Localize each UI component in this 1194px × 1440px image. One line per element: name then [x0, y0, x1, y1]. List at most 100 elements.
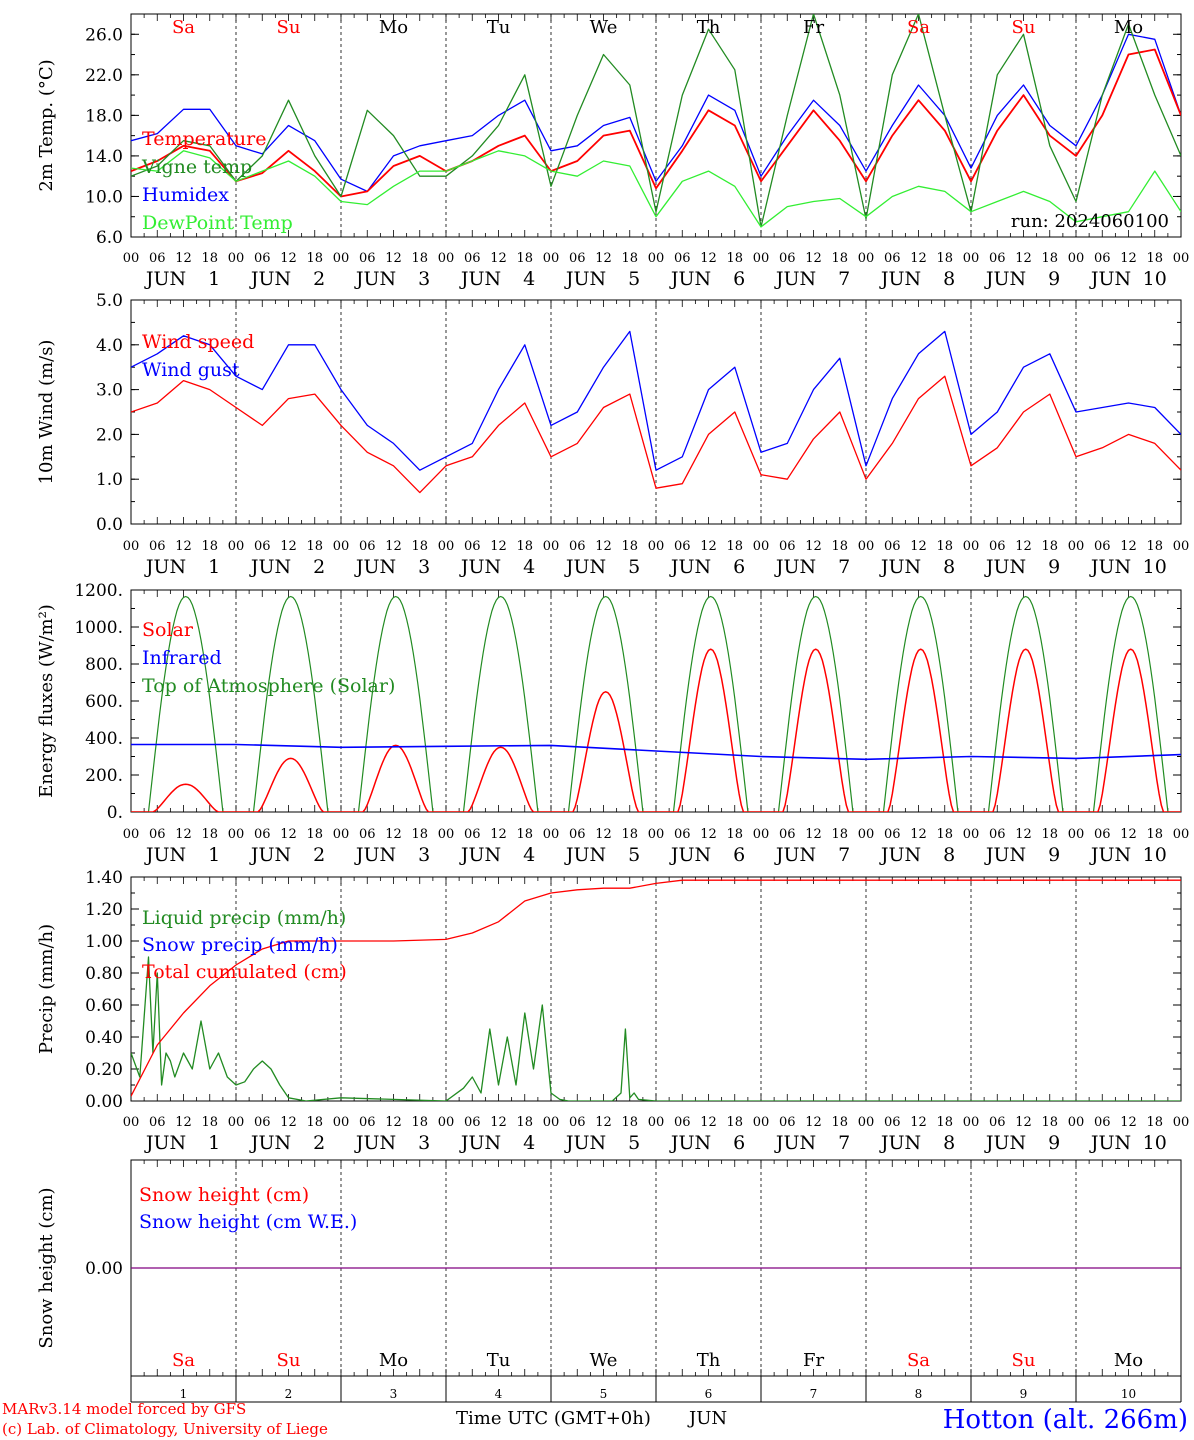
- bottom-weekday-label: Su: [277, 1350, 301, 1371]
- legend-infrared: Infrared: [142, 647, 222, 669]
- day-number-label: 1: [208, 556, 220, 578]
- weekday-label: Sa: [172, 17, 195, 38]
- bottom-weekday-label: Tu: [487, 1350, 511, 1371]
- bottom-day-number: 5: [600, 1387, 608, 1401]
- hour-tick-label: 12: [1120, 1115, 1137, 1130]
- bottom-weekday-label: Su: [1012, 1350, 1036, 1371]
- time-axis-label: Time UTC (GMT+0h): [456, 1408, 651, 1429]
- hour-tick-label: 12: [910, 827, 927, 842]
- day-number-label: 8: [943, 556, 955, 578]
- day-number-label: 4: [523, 844, 535, 866]
- hour-tick-label: 00: [648, 1115, 665, 1130]
- day-number-label: 7: [838, 844, 850, 866]
- hour-tick-label: 18: [936, 1115, 953, 1130]
- hour-tick-label: 12: [700, 539, 717, 554]
- bottom-day-number: 7: [810, 1387, 818, 1401]
- day-number-label: 8: [943, 268, 955, 290]
- y-tick-label: 0.00: [85, 1259, 123, 1279]
- hour-tick-label: 18: [726, 1115, 743, 1130]
- month-label: JUN: [669, 1132, 711, 1154]
- hour-tick-label: 00: [123, 827, 140, 842]
- day-number-label: 6: [733, 268, 745, 290]
- hour-tick-label: 12: [595, 827, 612, 842]
- month-label: JUN: [144, 1132, 186, 1154]
- hour-tick-label: 12: [385, 539, 402, 554]
- hour-tick-label: 06: [254, 539, 271, 554]
- hour-tick-label: 06: [779, 251, 796, 266]
- hour-tick-label: 18: [1041, 1115, 1058, 1130]
- hour-tick-label: 00: [963, 1115, 980, 1130]
- day-number-label: 1: [208, 268, 220, 290]
- hour-tick-label: 18: [201, 827, 218, 842]
- hour-tick-label: 00: [228, 827, 245, 842]
- hour-tick-label: 12: [280, 251, 297, 266]
- hour-tick-label: 12: [385, 827, 402, 842]
- temp-panel: 6.0 10.0 14.0 18.0 22.0 26.0 2m Temp. (°C) run:…: [36, 13, 1190, 290]
- hour-tick-label: 00: [858, 539, 875, 554]
- y-tick-label: 3.0: [96, 381, 123, 401]
- day-number-label: 8: [943, 844, 955, 866]
- day-number-label: 10: [1143, 1132, 1167, 1154]
- hour-tick-label: 00: [438, 251, 455, 266]
- hour-tick-label: 06: [989, 827, 1006, 842]
- y-tick-label: 2.0: [96, 425, 123, 445]
- hour-tick-label: 12: [1015, 1115, 1032, 1130]
- month-label: JUN: [1089, 268, 1131, 290]
- weekday-label: Tu: [487, 17, 511, 38]
- hour-tick-label: 12: [490, 251, 507, 266]
- hour-tick-label: 12: [595, 539, 612, 554]
- legend-snow-precip-mm-h-: Snow precip (mm/h): [142, 934, 338, 956]
- series-temperature: [131, 48, 1181, 198]
- day-number-label: 5: [628, 556, 640, 578]
- hour-tick-label: 00: [963, 251, 980, 266]
- hour-tick-label: 06: [569, 1115, 586, 1130]
- series-top-of-atmosphere: [131, 595, 1181, 812]
- weekday-label: Su: [1012, 17, 1036, 38]
- hour-tick-label: 00: [438, 827, 455, 842]
- hour-tick-label: 18: [936, 251, 953, 266]
- hour-tick-label: 12: [805, 251, 822, 266]
- hour-tick-label: 06: [1094, 827, 1111, 842]
- series-vigne-temp: [131, 14, 1181, 228]
- hour-tick-label: 12: [1120, 251, 1137, 266]
- lab-credit: (c) Lab. of Climatology, University of L…: [2, 1420, 328, 1438]
- hour-tick-label: 18: [516, 1115, 533, 1130]
- hour-tick-label: 18: [936, 827, 953, 842]
- month-label: JUN: [459, 268, 501, 290]
- legend-total-cumulated-cm-: Total cumulated (cm): [142, 961, 347, 983]
- hour-tick-label: 06: [254, 251, 271, 266]
- day-number-label: 6: [733, 556, 745, 578]
- day-number-label: 5: [628, 844, 640, 866]
- hour-tick-label: 06: [569, 827, 586, 842]
- hour-tick-label: 12: [805, 1115, 822, 1130]
- station-name: Hotton (alt. 266m): [943, 1405, 1188, 1435]
- y-tick-label: 0.20: [85, 1060, 123, 1080]
- hour-tick-label: 00: [753, 251, 770, 266]
- wind-ylabel: 10m Wind (m/s): [36, 340, 57, 485]
- y-tick-label: 1.40: [85, 868, 123, 888]
- hour-tick-label: 12: [1120, 827, 1137, 842]
- series-solar: [131, 648, 1181, 812]
- hour-tick-label: 00: [648, 539, 665, 554]
- bottom-day-number: 9: [1020, 1387, 1028, 1401]
- snow-ylabel: Snow height (cm): [36, 1187, 57, 1348]
- hour-tick-label: 06: [674, 827, 691, 842]
- month-label: JUN: [144, 844, 186, 866]
- y-tick-label: 1200.: [74, 581, 123, 601]
- month-label: JUN: [459, 1132, 501, 1154]
- energy-panel: 0. 200. 400. 600. 800. 1000. 1200. Energy fluxe…: [36, 581, 1189, 866]
- legend-wind-gust: Wind gust: [142, 359, 240, 381]
- hour-tick-label: 12: [910, 539, 927, 554]
- hour-tick-label: 06: [569, 251, 586, 266]
- hour-tick-label: 18: [411, 251, 428, 266]
- y-tick-label: 1.00: [85, 932, 123, 952]
- y-tick-label: 0.40: [85, 1028, 123, 1048]
- hour-tick-label: 12: [700, 827, 717, 842]
- hour-tick-label: 00: [1068, 251, 1085, 266]
- run-annotation: run: 2024060100: [1011, 211, 1169, 232]
- hour-tick-label: 00: [1173, 251, 1190, 266]
- hour-tick-label: 18: [621, 1115, 638, 1130]
- hour-tick-label: 00: [963, 827, 980, 842]
- weekday-label: We: [590, 17, 618, 38]
